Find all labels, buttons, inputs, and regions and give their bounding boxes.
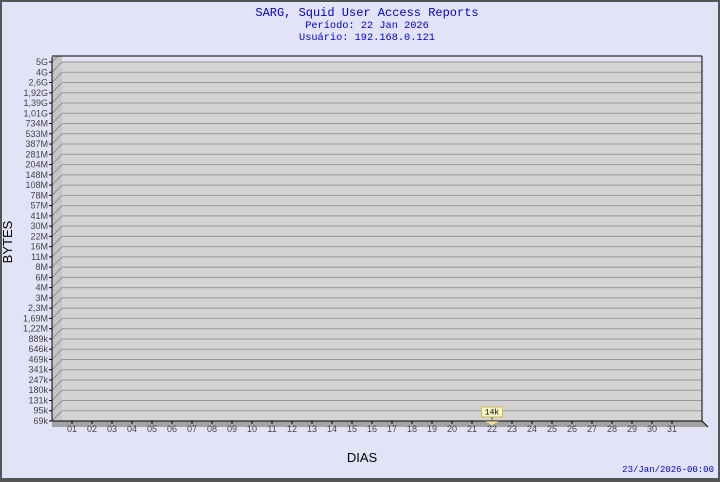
svg-text:31: 31 [667, 424, 677, 434]
svg-text:3M: 3M [35, 293, 48, 303]
svg-text:1,69M: 1,69M [23, 313, 48, 323]
svg-text:11: 11 [267, 424, 276, 434]
svg-text:05: 05 [147, 424, 157, 434]
svg-text:8M: 8M [35, 262, 48, 272]
svg-text:4G: 4G [36, 67, 48, 77]
svg-text:20: 20 [447, 424, 457, 434]
svg-text:180k: 180k [28, 385, 48, 395]
svg-text:Período: 22 Jan 2026: Período: 22 Jan 2026 [305, 20, 429, 32]
svg-text:19: 19 [427, 424, 437, 434]
svg-text:Usuário: 192.168.0.121: Usuário: 192.168.0.121 [299, 32, 435, 44]
svg-text:646k: 646k [28, 344, 48, 354]
svg-text:6M: 6M [35, 272, 48, 282]
svg-text:5G: 5G [36, 57, 48, 67]
svg-text:10: 10 [247, 424, 257, 434]
svg-text:469k: 469k [28, 354, 48, 364]
svg-text:281M: 281M [25, 149, 48, 159]
svg-text:23/Jan/2026-00:00: 23/Jan/2026-00:00 [622, 465, 714, 475]
svg-text:BYTES: BYTES [2, 220, 15, 263]
svg-text:01: 01 [67, 424, 77, 434]
svg-text:DIAS: DIAS [347, 450, 378, 465]
svg-text:21: 21 [467, 424, 477, 434]
svg-text:16M: 16M [30, 242, 48, 252]
svg-text:27: 27 [587, 424, 597, 434]
svg-text:06: 06 [167, 424, 177, 434]
svg-text:12: 12 [287, 424, 297, 434]
svg-text:13: 13 [307, 424, 317, 434]
svg-text:25: 25 [547, 424, 557, 434]
svg-text:2,3M: 2,3M [28, 303, 48, 313]
svg-text:533M: 533M [25, 129, 48, 139]
svg-text:22M: 22M [30, 231, 48, 241]
svg-text:108M: 108M [25, 180, 48, 190]
svg-text:14k: 14k [485, 409, 500, 418]
svg-text:16: 16 [367, 424, 377, 434]
svg-text:889k: 889k [28, 334, 48, 344]
svg-text:387M: 387M [25, 139, 48, 149]
svg-text:17: 17 [387, 424, 397, 434]
svg-text:41M: 41M [30, 211, 48, 221]
svg-text:95k: 95k [33, 406, 48, 416]
svg-text:24: 24 [527, 424, 537, 434]
svg-text:148M: 148M [25, 170, 48, 180]
svg-text:03: 03 [107, 424, 117, 434]
svg-text:04: 04 [127, 424, 137, 434]
svg-text:29: 29 [627, 424, 637, 434]
svg-text:1,01G: 1,01G [23, 108, 48, 118]
svg-text:15: 15 [347, 424, 357, 434]
svg-text:02: 02 [87, 424, 97, 434]
svg-text:1,22M: 1,22M [23, 324, 48, 334]
svg-text:08: 08 [207, 424, 217, 434]
svg-text:1,39G: 1,39G [23, 98, 48, 108]
svg-text:131k: 131k [28, 395, 48, 405]
svg-text:28: 28 [607, 424, 617, 434]
svg-text:09: 09 [227, 424, 237, 434]
svg-text:734M: 734M [25, 119, 48, 129]
svg-text:14: 14 [327, 424, 337, 434]
svg-text:204M: 204M [25, 160, 48, 170]
svg-text:26: 26 [567, 424, 577, 434]
svg-text:78M: 78M [30, 190, 48, 200]
svg-text:4M: 4M [35, 283, 48, 293]
svg-text:69k: 69k [33, 416, 48, 426]
svg-text:1,92G: 1,92G [23, 88, 48, 98]
svg-text:247k: 247k [28, 375, 48, 385]
svg-text:2,6G: 2,6G [28, 78, 48, 88]
svg-text:341k: 341k [28, 365, 48, 375]
svg-text:57M: 57M [30, 201, 48, 211]
svg-text:18: 18 [407, 424, 417, 434]
svg-text:22: 22 [487, 424, 497, 434]
svg-text:11M: 11M [31, 252, 48, 262]
svg-text:30M: 30M [30, 221, 48, 231]
svg-text:07: 07 [187, 424, 197, 434]
svg-text:SARG, Squid User Access Report: SARG, Squid User Access Reports [255, 6, 478, 20]
svg-text:30: 30 [647, 424, 657, 434]
svg-text:23: 23 [507, 424, 517, 434]
